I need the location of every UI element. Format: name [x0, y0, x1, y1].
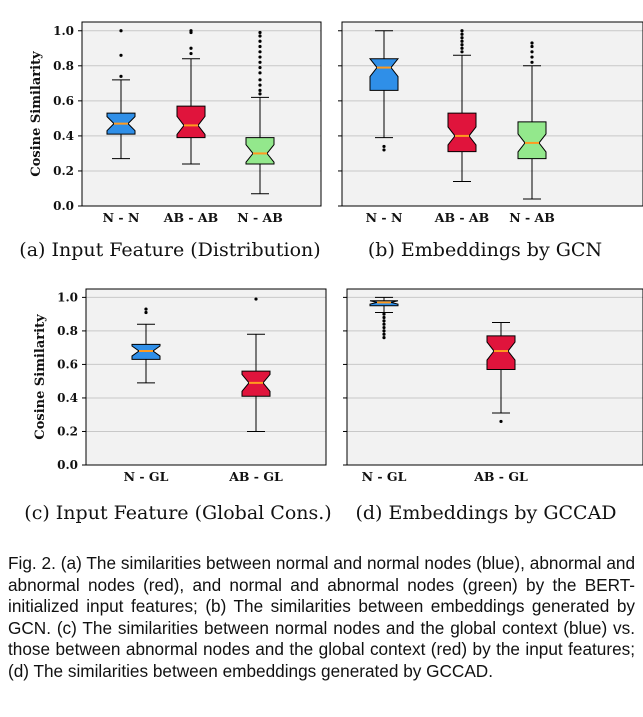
outlier-point	[258, 50, 262, 54]
box-n-n	[368, 58, 400, 91]
outlier-point	[144, 310, 148, 315]
outlier-point	[258, 83, 262, 87]
outlier-point	[189, 51, 193, 56]
outlier-point	[189, 46, 193, 50]
y-tick-label: 0.0	[57, 458, 78, 472]
y-tick-label: 0.8	[53, 59, 74, 73]
x-category-label: AB - GL	[228, 469, 283, 484]
y-tick-label: 0.8	[57, 324, 78, 338]
chart-panel-d: N - GL AB - GL	[343, 288, 643, 484]
outlier-point	[258, 44, 262, 49]
y-tick-label: 0.0	[53, 199, 74, 213]
caption-a: (a) Input Feature (Distribution)	[19, 239, 321, 261]
outlier-point	[460, 36, 464, 40]
outlier-point	[530, 50, 534, 54]
outlier-point	[460, 50, 464, 54]
outlier-point	[258, 92, 262, 96]
x-category-label: N - GL	[124, 469, 169, 484]
outlier-point	[382, 332, 386, 336]
outlier-point	[382, 312, 386, 316]
outlier-point	[530, 55, 534, 59]
x-category-label: AB - GL	[473, 469, 528, 484]
outlier-point	[258, 71, 262, 75]
box-n-ab	[517, 121, 547, 160]
outlier-point	[119, 53, 123, 57]
outlier-point	[258, 39, 262, 43]
outlier-point	[460, 43, 464, 47]
outlier-point	[258, 60, 262, 64]
box-n-ab	[245, 137, 275, 165]
outlier-point	[189, 29, 193, 33]
plot-background	[342, 22, 643, 206]
plot-frame	[341, 21, 643, 207]
outlier-point	[258, 78, 262, 82]
outlier-point	[530, 60, 534, 64]
x-category-label: N - AB	[237, 210, 283, 225]
y-tick-label: 0.6	[57, 357, 78, 371]
box-ab-ab	[176, 105, 206, 139]
x-category-label: N - AB	[509, 210, 555, 225]
outlier-point	[530, 44, 534, 49]
chart-panel-b: N - N AB - AB N - AB	[338, 21, 643, 225]
y-axis-label: Cosine Similarity	[33, 314, 48, 440]
outlier-point	[258, 30, 262, 35]
y-axis-label: Cosine Similarity	[29, 51, 44, 177]
x-category-label: N - N	[366, 210, 403, 225]
outlier-point	[258, 88, 262, 92]
outlier-point	[119, 74, 123, 78]
x-category-label: N - N	[103, 210, 140, 225]
outlier-point	[460, 29, 464, 33]
outlier-point	[382, 329, 386, 333]
caption-c: (c) Input Feature (Global Cons.)	[24, 502, 332, 524]
outlier-point	[382, 315, 386, 320]
plot-frame	[85, 288, 327, 466]
y-tick-label: 1.0	[53, 24, 74, 38]
outlier-point	[382, 144, 386, 149]
x-category-label: AB - AB	[434, 210, 489, 225]
outlier-point	[382, 336, 386, 340]
outlier-point	[258, 55, 262, 59]
box-ab-ab	[447, 112, 477, 153]
outlier-point	[530, 41, 534, 45]
outlier-point	[254, 297, 258, 301]
plot-background	[86, 289, 326, 465]
caption-d: (d) Embeddings by GCCAD	[355, 502, 617, 524]
y-tick-label: 0.6	[53, 94, 74, 108]
y-tick-label: 0.4	[57, 391, 78, 405]
box-ab-gl	[486, 335, 516, 370]
caption-b: (b) Embeddings by GCN	[367, 239, 603, 261]
plot-frame	[346, 288, 643, 466]
outlier-point	[382, 148, 386, 152]
outlier-point	[119, 29, 123, 33]
chart-panel-a: 0.0 0.2 0.4 0.6 0.8 1.0 Cosine Similarity N - N…	[29, 21, 322, 225]
x-category-label: AB - AB	[163, 210, 218, 225]
outlier-point	[258, 65, 262, 70]
outlier-point	[382, 322, 386, 326]
outlier-point	[382, 319, 386, 323]
outlier-point	[382, 325, 386, 330]
outlier-point	[258, 34, 262, 38]
plot-frame	[81, 21, 322, 207]
y-tick-label: 1.0	[57, 290, 78, 304]
y-tick-label: 0.4	[53, 129, 74, 143]
plot-background	[347, 289, 643, 465]
y-tick-label: 0.2	[53, 164, 74, 178]
outlier-point	[460, 39, 464, 43]
x-category-label: N - GL	[362, 469, 407, 484]
outlier-point	[499, 419, 503, 424]
outlier-point	[460, 46, 464, 50]
outlier-point	[460, 32, 464, 36]
chart-panel-c: 0.0 0.2 0.4 0.6 0.8 1.0 Cosine Similarity N - G…	[33, 288, 327, 484]
outlier-point	[144, 307, 148, 311]
figure-caption: Fig. 2. (a) The similarities between nor…	[8, 553, 635, 681]
y-tick-label: 0.2	[57, 424, 78, 438]
